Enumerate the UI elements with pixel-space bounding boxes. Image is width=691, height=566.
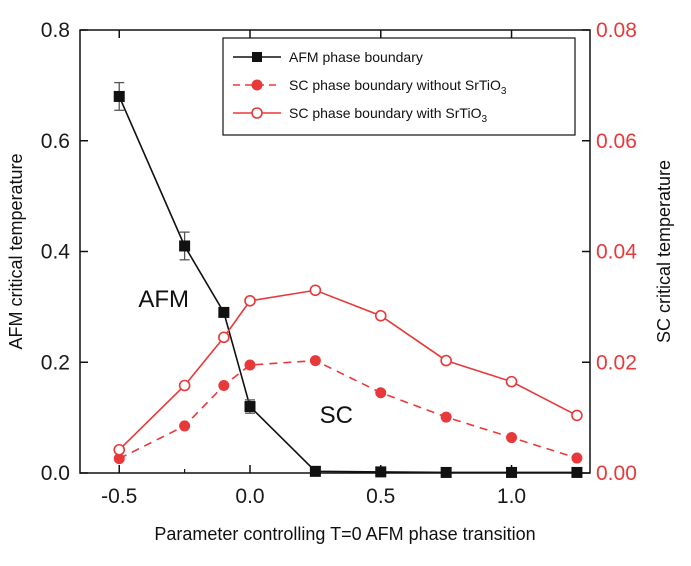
data-point	[179, 420, 191, 432]
right-y-axis-title: SC critical temperature	[654, 160, 674, 343]
data-point	[113, 90, 125, 102]
right-y-tick-label: 0.08	[596, 19, 637, 42]
data-point	[440, 466, 452, 478]
legend-label: SC phase boundary with SrTiO3	[289, 105, 487, 125]
data-point	[113, 443, 126, 456]
legend-marker	[252, 52, 262, 62]
left-y-axis-title: AFM critical temperature	[6, 153, 26, 349]
data-point	[179, 240, 191, 252]
data-point	[571, 466, 583, 478]
data-point	[244, 359, 256, 371]
right-y-tick-label: 0.00	[596, 462, 637, 485]
data-point	[244, 401, 256, 413]
legend-label: SC phase boundary without SrTiO3	[289, 77, 507, 97]
data-point	[113, 453, 125, 465]
data-point	[309, 284, 322, 297]
data-point	[440, 354, 452, 367]
data-point	[506, 432, 518, 444]
right-y-tick-label: 0.06	[596, 130, 637, 153]
data-point	[375, 387, 387, 399]
x-axis-title: Parameter controlling T=0 AFM phase tran…	[154, 524, 535, 544]
left-y-tick-label: 0.8	[41, 19, 70, 42]
series-2	[113, 284, 583, 456]
x-tick-label: 0.5	[366, 485, 395, 508]
series-0	[113, 81, 583, 478]
left-y-tick-label: 0.6	[41, 130, 70, 153]
data-point	[218, 331, 230, 344]
legend-marker	[251, 79, 263, 91]
x-tick-label: 0.0	[235, 485, 264, 508]
data-point	[309, 355, 321, 367]
x-tick-label: 1.0	[497, 485, 526, 508]
data-point	[244, 294, 256, 307]
data-point	[440, 411, 452, 423]
data-point	[571, 409, 583, 422]
data-point	[505, 375, 518, 388]
right-y-tick-label: 0.04	[596, 241, 637, 264]
data-point	[178, 379, 191, 392]
data-point	[506, 466, 518, 478]
series-1	[113, 355, 583, 465]
legend-marker	[251, 107, 263, 119]
legend-box	[222, 37, 576, 136]
right-y-tick-label: 0.02	[596, 351, 637, 374]
annotation-label: SC	[320, 402, 353, 429]
data-point	[374, 309, 387, 322]
left-y-tick-label: 0.2	[41, 351, 70, 374]
annotation-label: AFM	[138, 286, 189, 313]
data-point	[218, 380, 230, 392]
left-y-tick-label: 0.4	[41, 241, 71, 264]
data-point	[309, 465, 321, 477]
left-y-tick-label: 0.0	[41, 462, 70, 485]
data-point	[375, 466, 387, 478]
data-point	[218, 306, 230, 318]
data-point	[571, 452, 583, 464]
x-tick-label: -0.5	[101, 485, 137, 508]
legend-label: AFM phase boundary	[289, 49, 423, 65]
